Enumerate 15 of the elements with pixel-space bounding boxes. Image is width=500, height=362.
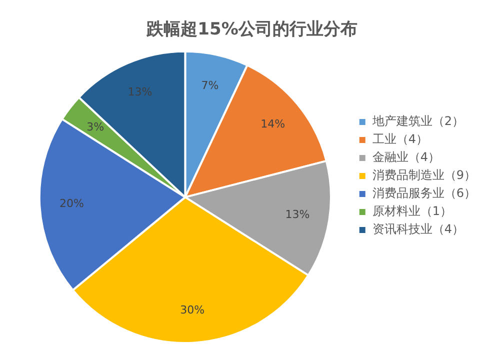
legend-label: 资讯科技业（4） — [372, 222, 464, 236]
data-label: 7% — [201, 79, 219, 92]
data-label: 14% — [260, 118, 286, 131]
legend-label: 消费品制造业（9） — [372, 168, 476, 182]
data-label: 30% — [180, 304, 205, 317]
legend-label: 地产建筑业（2） — [371, 114, 464, 128]
data-label: 13% — [128, 86, 152, 99]
legend-label: 消费品服务业（6） — [372, 186, 476, 200]
data-label: 3% — [86, 120, 104, 134]
data-label: 13% — [285, 208, 310, 221]
chart-title: 跌幅超15%公司的行业分布 — [146, 20, 358, 40]
legend-label: 工业（4） — [372, 132, 428, 146]
data-label: 20% — [59, 197, 84, 210]
legend-label: 原材料业（1） — [372, 204, 452, 218]
legend-label: 金融业（4） — [372, 150, 440, 164]
